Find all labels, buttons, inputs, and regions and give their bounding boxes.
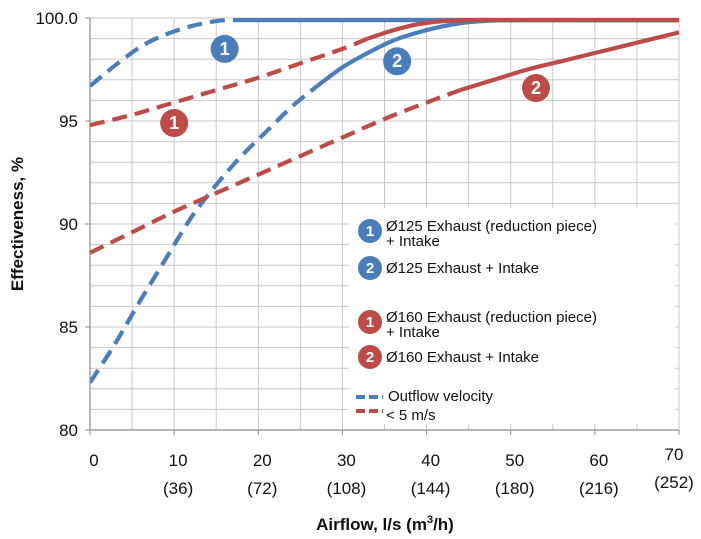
legend-entry-3-label-continued: + Intake	[386, 324, 440, 341]
x-tick-label: 20	[253, 451, 272, 470]
series-3-badge-label: 1	[169, 113, 179, 133]
legend-badge-4-label: 2	[366, 349, 374, 366]
legend-badge-1-circle	[358, 219, 382, 243]
x-tick-sublabel: (252)	[654, 473, 694, 492]
legend-entry-4-label: Ø160 Exhaust + Intake	[386, 349, 539, 366]
series-lines	[90, 17, 680, 384]
series-3-badge-circle	[160, 109, 189, 138]
legend-badge-4: 2	[358, 345, 382, 369]
legend-background	[349, 208, 675, 424]
series-2-badge-label: 2	[392, 51, 402, 71]
legend: 1 Ø125 Exhaust (reduction piece)+ Intake2…	[349, 208, 675, 424]
y-axis-title: Effectiveness, %	[8, 157, 27, 291]
x-axis-title-main: Airflow, l/s (m	[316, 515, 427, 534]
x-tick-label: 50	[505, 451, 524, 470]
legend-badge-3: 1	[358, 310, 382, 334]
x-tick-label: 60	[589, 451, 608, 470]
x-tick-sublabel: (216)	[579, 479, 619, 498]
legend-badge-3-label: 1	[366, 314, 374, 331]
x-tick-label: 0	[89, 451, 98, 470]
series-1-badge: 1	[210, 34, 239, 63]
x-tick-sublabel: (36)	[163, 479, 193, 498]
x-tick-sublabel: (108)	[327, 479, 367, 498]
legend-entry-2-label: Ø125 Exhaust + Intake	[386, 260, 539, 277]
legend-badge-3-circle	[358, 310, 382, 334]
x-axis-title: Airflow, l/s (m3/h)	[316, 514, 454, 534]
y-tick-label: 90	[59, 215, 78, 234]
legend-entry-1-label-continued: + Intake	[386, 233, 440, 250]
series-4-solid-line	[459, 30, 680, 93]
y-tick-label: 100.0	[35, 9, 78, 28]
legend-badge-2: 2	[358, 256, 382, 280]
series-4-badge-label: 2	[531, 78, 541, 98]
x-tick-sublabel: (144)	[411, 479, 451, 498]
x-tick-label: 70	[665, 445, 684, 464]
series-1-badge-label: 1	[220, 39, 230, 59]
legend-entry-1-label: Ø125 Exhaust (reduction piece)	[386, 218, 597, 235]
x-axis-title-end: /h)	[433, 515, 454, 534]
legend-velocity-threshold-label: < 5 m/s	[386, 407, 436, 424]
legend-outflow-velocity-label: Outflow velocity	[388, 388, 494, 405]
legend-badge-1: 1	[358, 219, 382, 243]
x-tick-label: 40	[421, 451, 440, 470]
y-tick-label: 80	[59, 421, 78, 440]
axes: 80 85 90 95 100.0 0 10 (36) 20 (72) 30 (108) 40 (144)…	[35, 9, 693, 498]
series-3-badge: 1	[160, 109, 189, 138]
legend-badge-4-circle	[358, 345, 382, 369]
x-tick-sublabel: (72)	[247, 479, 277, 498]
series-badges: 1 2 1 2	[160, 34, 550, 138]
series-4-dashed-line	[90, 88, 461, 255]
legend-badge-1-label: 1	[366, 223, 374, 240]
series-2-badge-circle	[383, 47, 412, 76]
legend-badge-2-circle	[358, 256, 382, 280]
y-tick-label: 85	[59, 318, 78, 337]
series-1-dashed-line	[90, 18, 234, 88]
legend-badge-2-label: 2	[366, 260, 374, 277]
series-4-badge-circle	[521, 74, 550, 103]
y-tick-label: 95	[59, 112, 78, 131]
series-2-badge: 2	[383, 47, 412, 76]
x-axis-title-superscript: 3	[427, 514, 433, 526]
x-tick-sublabel: (180)	[495, 479, 535, 498]
series-3-solid-line	[367, 17, 679, 41]
series-1-badge-circle	[210, 34, 239, 63]
x-tick-label: 30	[337, 451, 356, 470]
series-4-badge: 2	[521, 74, 550, 103]
legend-entry-3-label: Ø160 Exhaust (reduction piece)	[386, 309, 597, 326]
series-3-dashed-line	[90, 36, 369, 128]
x-tick-label: 10	[169, 451, 188, 470]
